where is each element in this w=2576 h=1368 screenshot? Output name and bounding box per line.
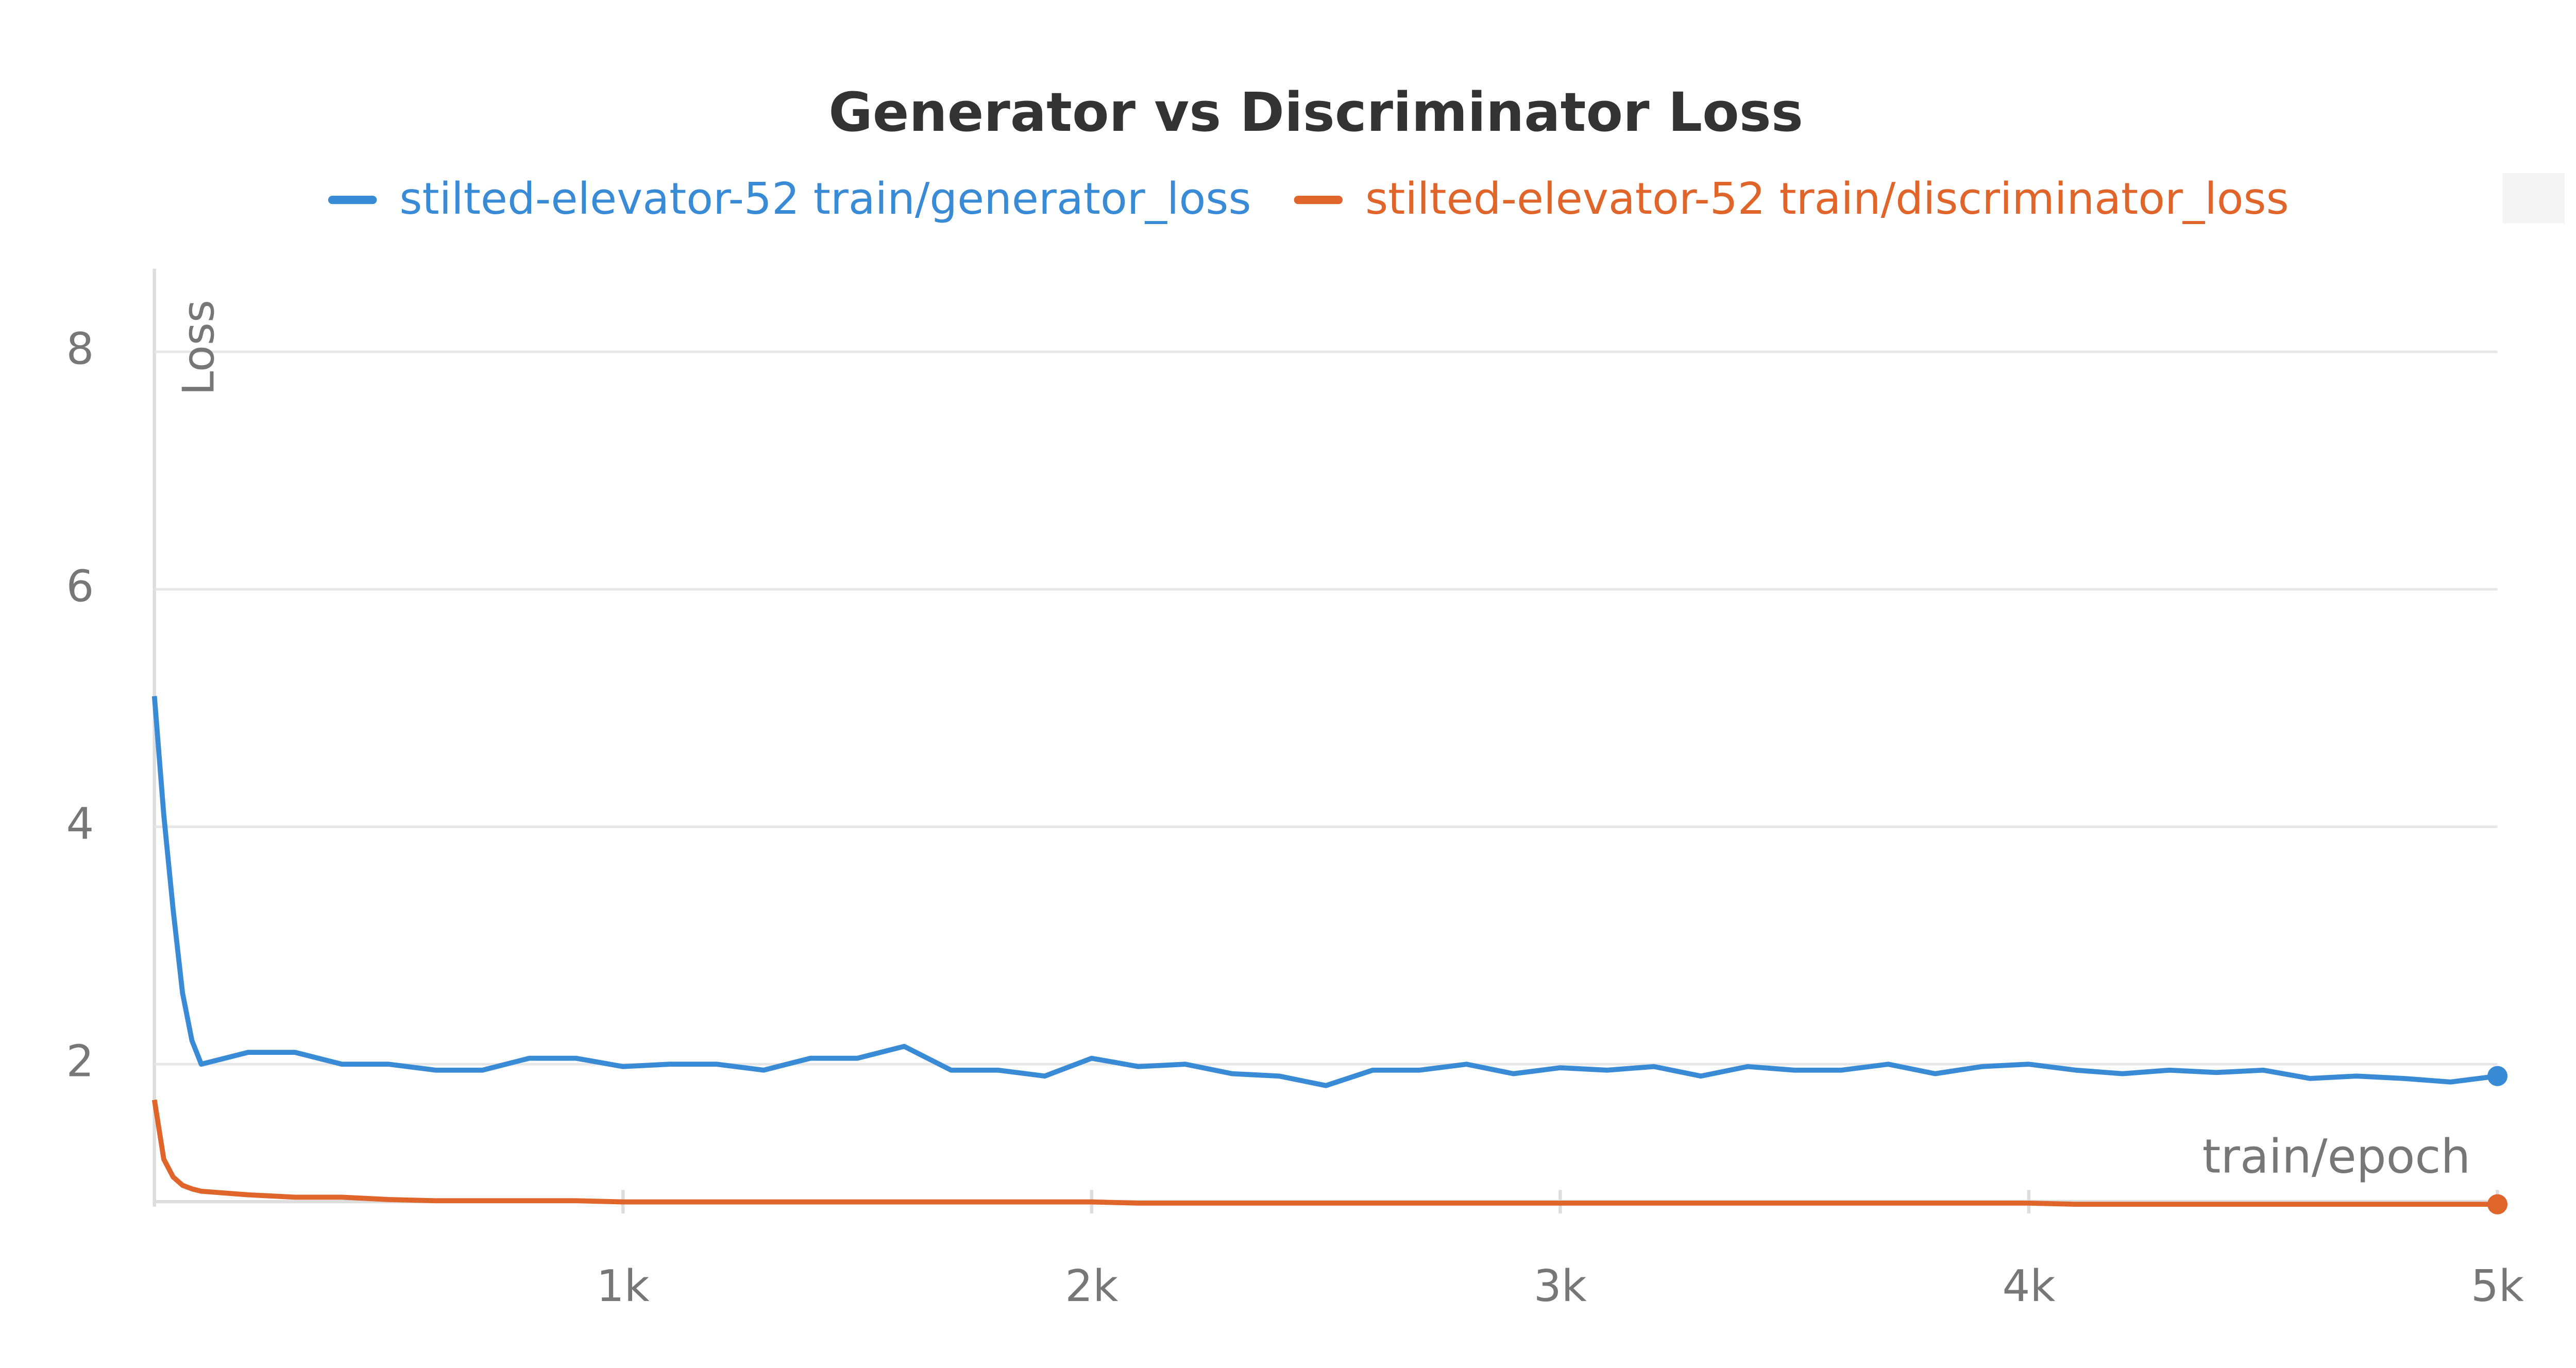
- end-point: [2487, 1194, 2508, 1215]
- y-tick-label: 4: [66, 798, 94, 849]
- y-tick-label: 6: [66, 561, 94, 612]
- y-axis-label: Loss: [173, 300, 224, 396]
- y-tick-label: 2: [66, 1036, 94, 1087]
- legend-button[interactable]: [2502, 173, 2565, 224]
- x-axis-label: train/epoch: [2202, 1128, 2471, 1184]
- x-tick-label: 3k: [1534, 1260, 1587, 1311]
- x-tick-label: 1k: [597, 1260, 650, 1311]
- x-tick-label: 2k: [1065, 1260, 1118, 1311]
- x-tick-label: 5k: [2471, 1260, 2524, 1311]
- x-tick-label: 4k: [2002, 1260, 2055, 1311]
- y-tick-label: 8: [66, 323, 94, 374]
- line-series: [151, 1099, 2498, 1207]
- legend-label: stilted-elevator-52 train/discriminator_…: [1365, 173, 2289, 224]
- legend-label: stilted-elevator-52 train/generator_loss: [399, 173, 1251, 224]
- chart-title: Generator vs Discriminator Loss: [828, 81, 1803, 144]
- end-point: [2487, 1066, 2508, 1086]
- line-series: [151, 696, 2498, 1088]
